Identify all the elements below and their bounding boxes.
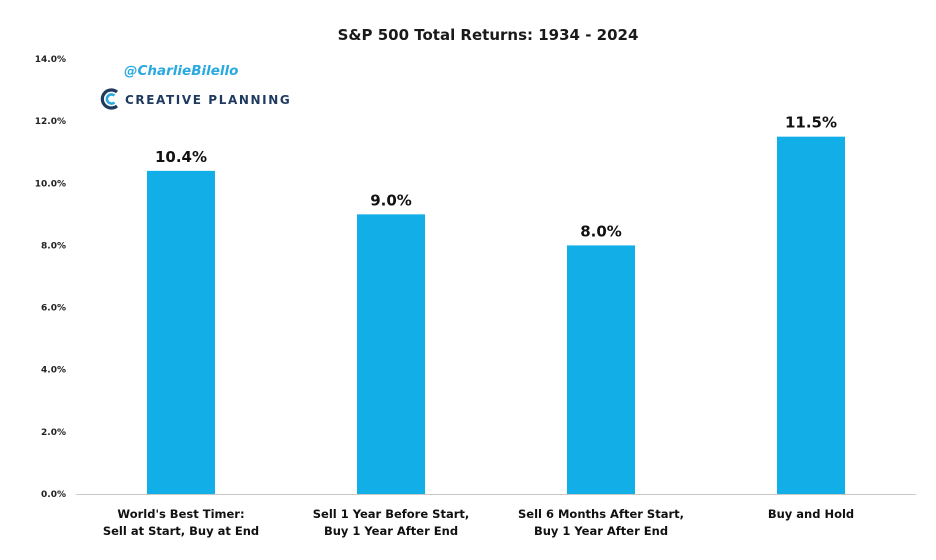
y-axis: 0.0% 2.0% 4.0% 6.0% 8.0% 10.0% 12.0% 14.0%: [35, 55, 66, 500]
y-tick-label: 14.0%: [35, 55, 66, 65]
bars: [147, 136, 845, 494]
y-tick-label: 0.0%: [41, 490, 66, 500]
data-label: 8.0%: [580, 222, 622, 240]
y-tick-label: 8.0%: [41, 241, 66, 251]
y-tick-label: 4.0%: [41, 366, 66, 376]
bar: [147, 170, 215, 494]
bar: [357, 214, 425, 494]
data-label: 9.0%: [370, 191, 412, 209]
x-tick-label: World's Best Timer: Sell at Start, Buy at…: [103, 507, 259, 538]
watermark: @CharlieBilello CREATIVE PLANNING: [100, 63, 291, 110]
bar: [567, 245, 635, 494]
y-tick-label: 6.0%: [41, 304, 66, 314]
x-tick-label: Sell 1 Year Before Start, Buy 1 Year Afte…: [313, 507, 470, 538]
watermark-handle: @CharlieBilello: [124, 63, 238, 79]
bar: [777, 136, 845, 494]
data-label: 11.5%: [785, 114, 837, 132]
y-tick-label: 10.0%: [35, 179, 66, 189]
x-axis: World's Best Timer: Sell at Start, Buy at…: [103, 507, 854, 538]
y-tick-label: 12.0%: [35, 117, 66, 127]
chart-title: S&P 500 Total Returns: 1934 - 2024: [338, 26, 639, 44]
x-tick-label: Buy and Hold: [768, 507, 854, 521]
x-tick-label: Sell 6 Months After Start, Buy 1 Year Aft…: [518, 507, 684, 538]
data-label: 10.4%: [155, 148, 207, 166]
creative-planning-logo-icon: [100, 88, 119, 110]
watermark-brand: CREATIVE PLANNING: [125, 93, 291, 107]
data-labels: 10.4% 9.0% 8.0% 11.5%: [155, 114, 837, 241]
y-tick-label: 2.0%: [41, 428, 66, 438]
